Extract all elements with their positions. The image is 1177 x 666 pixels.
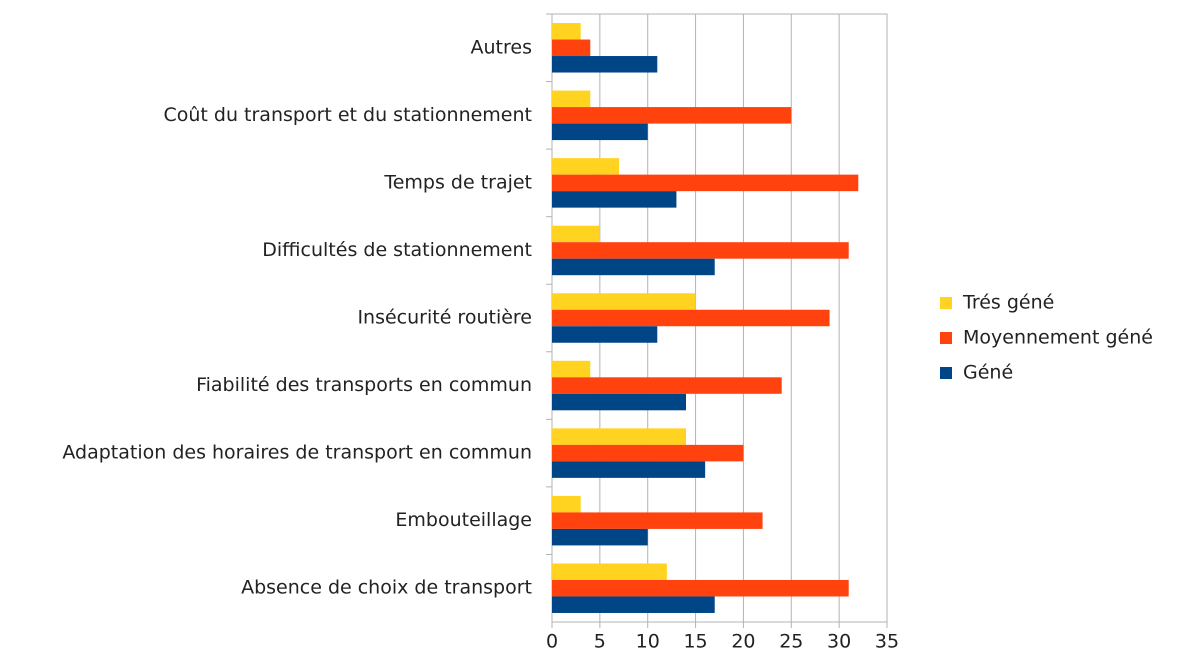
y-tick-label: Adaptation des horaires de transport en … <box>62 442 532 464</box>
bar <box>552 444 744 462</box>
bar <box>552 326 658 343</box>
bar <box>552 393 686 411</box>
bar <box>552 579 849 597</box>
legend-swatch <box>940 367 952 379</box>
x-tick-label: 10 <box>636 631 660 653</box>
legend-swatch <box>940 332 952 344</box>
bar <box>552 596 715 613</box>
bar <box>552 563 667 580</box>
bar <box>552 242 849 259</box>
x-tick-label: 15 <box>683 631 707 653</box>
y-tick-label: Coût du transport et du stationnement <box>163 104 532 126</box>
bar <box>552 225 600 243</box>
x-tick-label: 35 <box>875 631 899 653</box>
bar <box>552 258 715 276</box>
y-tick-label: Insécurité routière <box>357 307 532 329</box>
bar <box>552 23 581 40</box>
bar <box>552 360 591 378</box>
y-tick-label: Absence de choix de transport <box>241 577 532 599</box>
y-tick-label: Difficultés de stationnement <box>262 239 532 261</box>
bar <box>552 461 706 478</box>
bar <box>552 495 581 513</box>
bar <box>552 39 591 57</box>
bar <box>552 428 686 445</box>
bar <box>552 377 782 394</box>
bar <box>552 528 648 546</box>
y-tick-label: Embouteillage <box>395 509 532 531</box>
bar <box>552 123 648 141</box>
legend-swatch <box>940 297 952 309</box>
legend-label: Géné <box>963 362 1013 384</box>
bar <box>552 293 696 310</box>
x-tick-label: 5 <box>594 631 606 653</box>
bar <box>552 191 677 208</box>
y-tick-label: Fiabilité des transports en commun <box>196 374 532 396</box>
bar <box>552 158 619 175</box>
bar <box>552 107 792 124</box>
x-tick-label: 25 <box>779 631 803 653</box>
x-tick-label: 20 <box>731 631 755 653</box>
x-tick-label: 0 <box>546 631 558 653</box>
legend-label: Trés géné <box>962 292 1054 314</box>
y-tick-label: Autres <box>471 36 532 58</box>
x-tick-label: 30 <box>827 631 851 653</box>
bar <box>552 90 591 108</box>
bar <box>552 309 830 327</box>
bar <box>552 174 859 192</box>
bar <box>552 56 658 73</box>
legend-label: Moyennement géné <box>963 327 1153 349</box>
bar <box>552 512 763 529</box>
y-tick-label: Temps de trajet <box>383 171 532 193</box>
